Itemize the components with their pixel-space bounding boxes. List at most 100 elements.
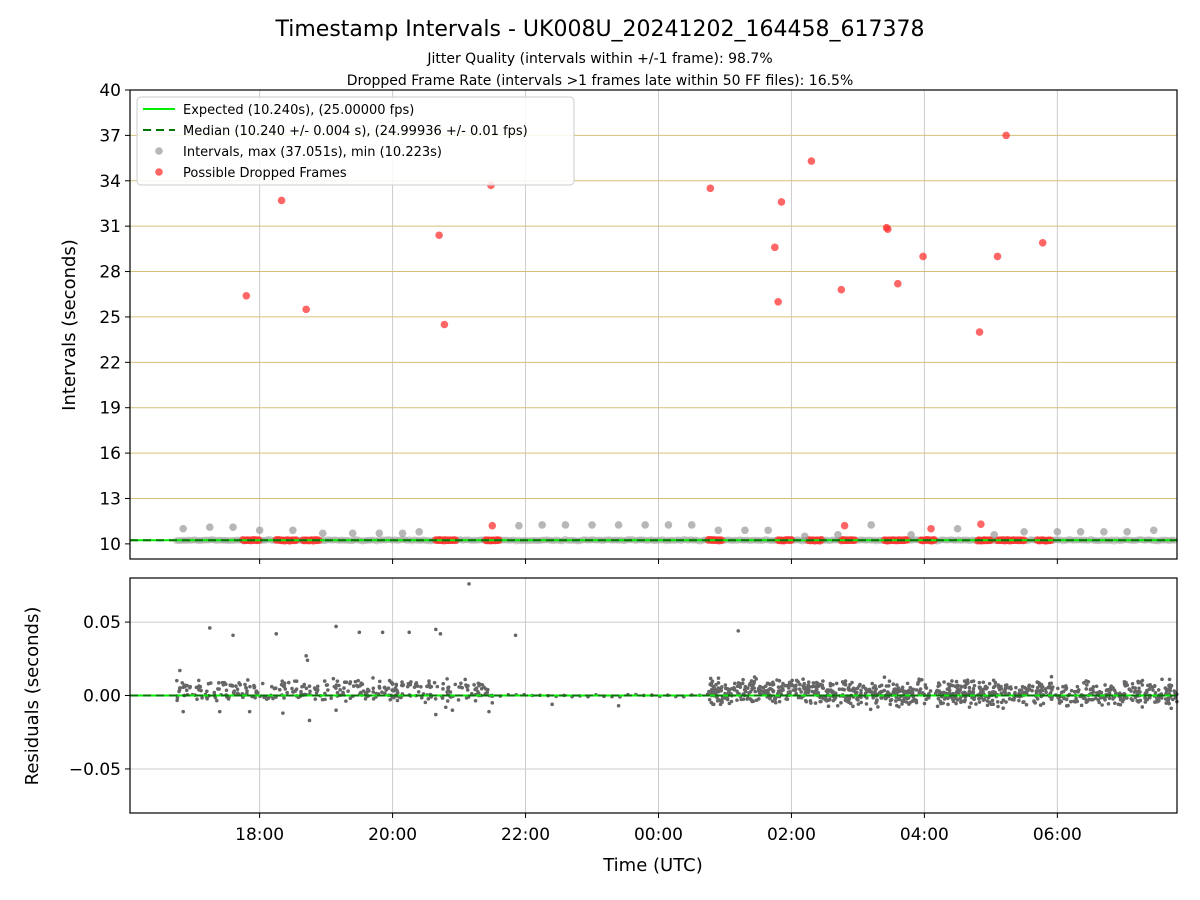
residual-point	[1147, 687, 1152, 692]
residual-point	[790, 678, 795, 683]
residual-point	[1008, 685, 1013, 689]
residual-point	[797, 687, 802, 691]
residual-point	[910, 690, 915, 695]
residual-point	[828, 683, 833, 688]
residual-point	[969, 701, 973, 705]
residual-point	[175, 678, 179, 683]
legend-entry-label: Intervals, max (37.051s), min (10.223s)	[183, 145, 442, 160]
residual-point	[1129, 689, 1133, 693]
residual-point	[825, 699, 829, 703]
residual-point	[716, 676, 721, 680]
residual-point	[958, 684, 963, 689]
residual-point	[357, 630, 362, 635]
interval-point	[229, 523, 237, 532]
bottom-y-axis-label: Residuals (seconds)	[22, 607, 43, 786]
residual-point	[441, 687, 445, 691]
residual-point	[181, 709, 185, 714]
residual-point	[395, 698, 400, 703]
residual-point	[1062, 696, 1066, 701]
residual-point	[948, 682, 952, 687]
legend-dropped-swatch	[155, 168, 163, 176]
residual-point	[360, 682, 365, 687]
residual-point	[445, 677, 449, 681]
residual-point	[958, 688, 962, 692]
residual-point	[1098, 695, 1103, 700]
dropped-frame-point	[302, 305, 310, 314]
residual-point	[329, 696, 333, 701]
residual-point	[490, 701, 495, 705]
residual-point	[736, 629, 741, 633]
top-y-tick-label: 22	[99, 353, 121, 373]
residual-point	[394, 682, 399, 687]
residual-point	[1003, 686, 1008, 691]
residual-point	[1151, 688, 1155, 692]
dropped-frame-point	[777, 198, 786, 206]
residual-point	[709, 683, 714, 688]
residual-point	[1173, 691, 1177, 695]
residual-point	[1163, 697, 1168, 701]
residual-point	[1074, 696, 1078, 701]
residual-point	[266, 696, 271, 700]
residual-point	[188, 684, 192, 689]
residual-point	[938, 699, 943, 704]
interval-point	[687, 521, 696, 529]
residual-point	[1164, 701, 1169, 705]
residual-point	[348, 680, 353, 684]
residual-point	[723, 683, 728, 687]
dropped-frame-point	[884, 225, 892, 233]
residual-point	[982, 697, 987, 701]
residual-point	[405, 684, 410, 689]
residual-point	[344, 699, 348, 703]
residual-point	[1107, 691, 1112, 695]
residual-point	[947, 685, 951, 690]
residual-point	[1167, 696, 1171, 701]
residual-point	[882, 675, 887, 680]
legend-entry-label: Expected (10.240s), (25.00000 fps)	[183, 103, 414, 118]
residual-point	[1168, 688, 1173, 693]
top-y-tick-label: 40	[99, 81, 121, 101]
residual-point	[1091, 690, 1096, 694]
dropped-frame-point	[706, 184, 715, 193]
residual-point	[1035, 685, 1040, 690]
residual-point	[371, 697, 376, 701]
residual-point	[936, 696, 941, 701]
residual-point	[758, 685, 763, 689]
residual-point	[1007, 697, 1012, 701]
residual-point	[835, 703, 840, 708]
chart-legend: Expected (10.240s), (25.00000 fps) Median…	[136, 96, 575, 186]
dropped-frame-point	[927, 524, 935, 533]
residuals-plot-frame	[129, 577, 1178, 814]
residual-point	[325, 683, 330, 687]
residual-point	[1075, 699, 1080, 704]
residual-point	[1022, 700, 1026, 704]
residual-point	[806, 680, 811, 684]
interval-point	[1100, 527, 1108, 536]
dropped-frame-point	[440, 320, 449, 329]
residual-point	[1138, 690, 1142, 694]
residual-point	[1007, 691, 1011, 696]
residual-point	[786, 686, 791, 690]
residual-point	[1041, 701, 1046, 706]
residual-point	[856, 702, 861, 706]
residual-point	[799, 690, 803, 694]
residual-point	[1173, 696, 1178, 700]
residual-point	[993, 684, 997, 688]
residual-point	[1061, 689, 1066, 694]
residual-point	[433, 627, 438, 632]
top-y-tick-label: 13	[99, 489, 121, 509]
residual-point	[801, 677, 805, 681]
residual-point	[999, 700, 1004, 705]
residual-point	[323, 697, 327, 702]
residual-point	[978, 686, 982, 691]
residual-point	[954, 701, 958, 706]
residual-point	[894, 699, 898, 703]
residual-point	[786, 690, 791, 695]
residual-point	[911, 687, 916, 692]
residual-point	[446, 688, 451, 693]
residual-point	[905, 681, 910, 686]
residual-point	[1027, 688, 1031, 692]
residual-point	[772, 696, 777, 701]
residual-point	[463, 677, 468, 682]
residual-point	[465, 688, 470, 692]
residual-point	[1105, 688, 1109, 692]
